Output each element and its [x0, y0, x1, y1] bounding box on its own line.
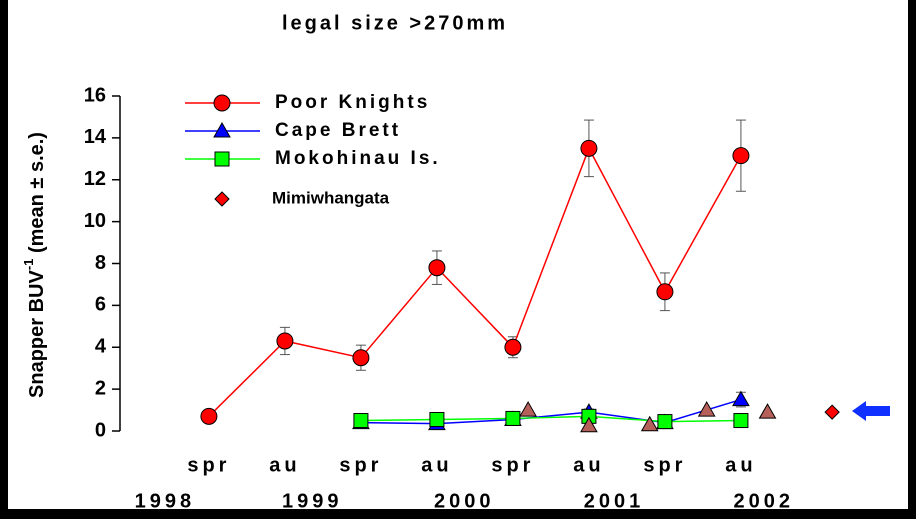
- marker: [697, 401, 716, 417]
- year-label: 2002: [733, 490, 794, 512]
- marker: [504, 338, 522, 356]
- x-tick-label: spr: [339, 454, 382, 476]
- legend-label: Cape Brett: [275, 120, 401, 141]
- year-label: 2001: [584, 490, 645, 512]
- marker: [758, 403, 777, 419]
- y-tick-label: 4: [95, 336, 107, 358]
- y-tick-label: 8: [95, 252, 106, 274]
- marker: [505, 410, 521, 426]
- y-label-sup: -1: [21, 259, 36, 271]
- y-tick-label: 6: [95, 294, 106, 316]
- year-label: 2000: [434, 490, 495, 512]
- marker: [428, 259, 446, 277]
- y-tick-label: 2: [95, 377, 106, 399]
- y-label-text: Snapper BUV: [26, 270, 48, 398]
- x-tick-label: au: [421, 454, 452, 476]
- marker: [824, 404, 840, 420]
- x-tick-label: spr: [491, 454, 534, 476]
- legend-label: Mimiwhangata: [272, 188, 390, 207]
- marker: [214, 191, 230, 207]
- x-tick-label: au: [269, 454, 300, 476]
- x-tick-label: spr: [643, 454, 686, 476]
- marker: [657, 414, 673, 430]
- background: [8, 0, 908, 509]
- arrow: [852, 401, 890, 421]
- marker: [519, 401, 537, 417]
- marker: [580, 139, 598, 157]
- marker: [733, 413, 749, 429]
- y-tick-label: 10: [84, 210, 106, 232]
- y-tick-label: 0: [95, 419, 106, 441]
- marker: [580, 416, 598, 433]
- marker: [732, 390, 750, 407]
- y-tick-label: 16: [84, 84, 106, 106]
- marker: [214, 151, 230, 167]
- y-tick-label: 14: [84, 126, 107, 148]
- x-tick-label: au: [725, 454, 756, 476]
- y-label-rest: (mean ± s.e.): [26, 132, 48, 259]
- marker: [352, 349, 370, 367]
- x-tick-label: au: [573, 454, 604, 476]
- marker: [353, 413, 369, 429]
- y-tick-label: 12: [84, 168, 106, 190]
- legend-label: Mokohinau Is.: [275, 148, 441, 169]
- marker: [640, 415, 659, 432]
- marker: [429, 411, 445, 427]
- y-axis-label: Snapper BUV-1 (mean ± s.e.): [21, 132, 48, 398]
- marker: [213, 121, 231, 138]
- x-tick-label: spr: [187, 454, 230, 476]
- marker: [276, 332, 294, 350]
- marker: [200, 407, 218, 425]
- marker: [732, 147, 750, 165]
- marker: [656, 283, 674, 301]
- series-line: [360, 415, 741, 423]
- series-line: [360, 398, 742, 425]
- year-label: 1998: [135, 490, 196, 512]
- chart-title: legal size >270mm: [282, 12, 508, 34]
- series-line: [208, 146, 742, 417]
- legend-label: Poor Knights: [275, 92, 430, 113]
- year-label: 1999: [282, 490, 343, 512]
- marker: [213, 94, 231, 112]
